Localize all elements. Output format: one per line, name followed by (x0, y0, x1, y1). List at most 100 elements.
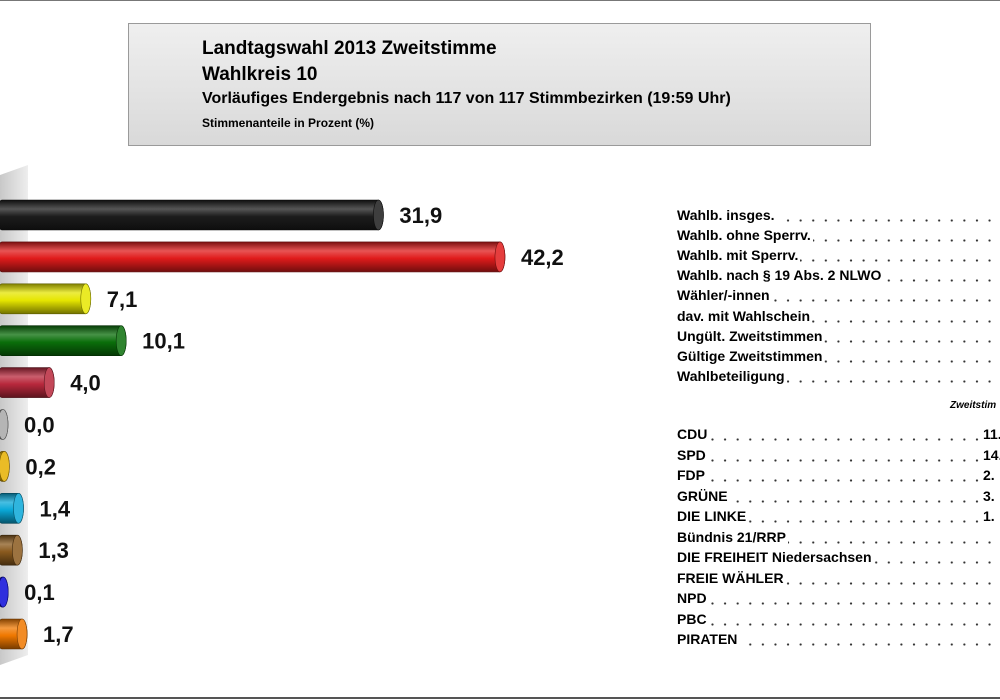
dot-leader (677, 239, 1000, 243)
dot-leader (677, 379, 1000, 383)
dot-leader (677, 581, 1000, 585)
bar-freie-wähler: 1,4 (0, 492, 71, 524)
dot-leader (677, 622, 1000, 626)
stat-row: Wahlbeteiligung (677, 366, 1000, 386)
row-label: NPD (677, 590, 709, 606)
dot-leader (677, 643, 1000, 646)
bar-shape (0, 325, 127, 356)
party-row: DIE LINKE 1. (677, 506, 1000, 526)
bar-chart: 31,9 42,2 7,110,1 4,0 0,0 0,2 1,4 1,3 0,1 1,7 (0, 165, 564, 665)
bar-cap (373, 199, 384, 231)
bar-cap (16, 618, 28, 650)
bar-fdp: 7,1 (0, 283, 138, 315)
dot-leader (677, 319, 1000, 323)
value-label: 10,1 (142, 329, 185, 354)
row-value: 3. (981, 485, 995, 506)
row-label: Wahlbeteiligung (677, 367, 787, 384)
stat-row: Ungült. Zweitstimmen (677, 326, 1000, 346)
row-label: Wahlb. insges. (677, 207, 777, 223)
party-row: FREIE WÄHLER (677, 568, 1000, 588)
bar-pbc: 0,1 (0, 576, 55, 608)
party-row: CDU 11. (677, 424, 1000, 444)
row-label: SPD (677, 446, 708, 463)
stat-row: Wahlb. ohne Sperrv. (677, 225, 1000, 245)
chart-title: Landtagswahl 2013 Zweitstimme (202, 38, 497, 59)
row-value: 2. (981, 465, 995, 485)
dot-leader (677, 479, 1000, 482)
chart-subtitle: Wahlkreis 10 (202, 64, 318, 85)
column-header: Zweitstim (950, 400, 997, 411)
dot-leader (677, 602, 1000, 605)
dot-leader (677, 438, 1000, 441)
bar-cap (43, 367, 55, 398)
bar-piraten: 1,7 (0, 618, 74, 650)
party-row: NPD (677, 588, 1000, 608)
result-status: Vorläufiges Endergebnis nach 117 von 117… (202, 90, 731, 107)
row-label: Wahlb. nach § 19 Abs. 2 NLWO (677, 267, 884, 284)
row-label: PIRATEN (677, 631, 740, 647)
value-label: 7,1 (107, 287, 138, 312)
stat-row: Wähler/-innen (677, 285, 1000, 305)
row-label: GRÜNE (677, 487, 730, 504)
value-label: 1,3 (38, 538, 69, 563)
value-label: 0,0 (24, 413, 55, 438)
row-label: Bündnis 21/RRP (677, 528, 788, 545)
row-label: Wähler/-innen (677, 287, 772, 304)
bar-shape (0, 241, 506, 273)
bar-cap (13, 492, 24, 524)
value-label: 0,1 (24, 580, 55, 605)
stat-row: Gültige Zweitstimmen (677, 346, 1000, 366)
bar-spd: 42,2 (0, 241, 564, 273)
row-label: FREIE WÄHLER (677, 569, 786, 586)
bar-npd: 1,3 (0, 534, 69, 566)
row-label: Ungült. Zweitstimmen (677, 327, 825, 344)
row-label: Wahlb. ohne Sperrv. (677, 227, 813, 244)
bar-die-linke: 4,0 (0, 367, 101, 398)
bar-bündnis-21-rrp: 0,0 (0, 409, 55, 440)
stat-row: Wahlb. insges. (677, 205, 1000, 225)
row-value: 14. (981, 444, 1000, 465)
value-label: 42,2 (521, 245, 564, 270)
dot-leader (677, 299, 1000, 303)
chart-header: Landtagswahl 2013 Zweitstimme Wahlkreis … (128, 23, 871, 146)
row-label: PBC (677, 610, 709, 627)
stat-row: Wahlb. mit Sperrv. (677, 245, 1000, 265)
value-label: 4,0 (70, 371, 101, 396)
row-label: FDP (677, 467, 707, 483)
party-row: PBC (677, 609, 1000, 629)
row-value: 11. (981, 424, 1000, 444)
bar-shape (0, 283, 92, 315)
dot-leader (677, 499, 1000, 503)
unit-label: Stimmenanteile in Prozent (%) (202, 116, 375, 130)
row-label: DIE FREIHEIT Niedersachsen (677, 549, 874, 565)
bar-cdu: 31,9 (0, 199, 442, 231)
row-label: Gültige Zweitstimmen (677, 347, 825, 364)
bar-die-freiheit-niedersachsen: 0,2 (0, 451, 56, 482)
value-label: 0,2 (25, 454, 56, 479)
stat-row: Wahlb. nach § 19 Abs. 2 NLWO (677, 265, 1000, 285)
party-row: DIE FREIHEIT Niedersachsen (677, 547, 1000, 567)
stat-row: dav. mit Wahlschein (677, 306, 1000, 326)
top-border (0, 0, 1000, 1)
bar-cap (494, 241, 506, 273)
dot-leader (677, 520, 1000, 523)
bar-cap (0, 409, 9, 440)
party-row: PIRATEN (677, 629, 1000, 649)
results-table: Wahlb. insges. Wahlb. ohne Sperrv. Wahlb. … (677, 205, 1000, 655)
row-label: Wahlb. mit Sperrv. (677, 247, 801, 264)
row-label: DIE LINKE (677, 508, 749, 524)
bar-cap (0, 451, 10, 482)
party-row: SPD 14. (677, 444, 1000, 465)
dot-leader (677, 259, 1000, 263)
bar-cap (80, 283, 92, 315)
bar-cap (0, 576, 9, 608)
value-label: 31,9 (399, 203, 442, 228)
value-label: 1,4 (40, 496, 71, 521)
party-row: GRÜNE 3. (677, 485, 1000, 506)
dot-leader (677, 540, 1000, 544)
value-label: 1,7 (43, 622, 74, 647)
party-row: Bündnis 21/RRP (677, 527, 1000, 547)
bar-cap (12, 534, 23, 566)
dot-leader (677, 339, 1000, 343)
dot-leader (677, 458, 1000, 462)
